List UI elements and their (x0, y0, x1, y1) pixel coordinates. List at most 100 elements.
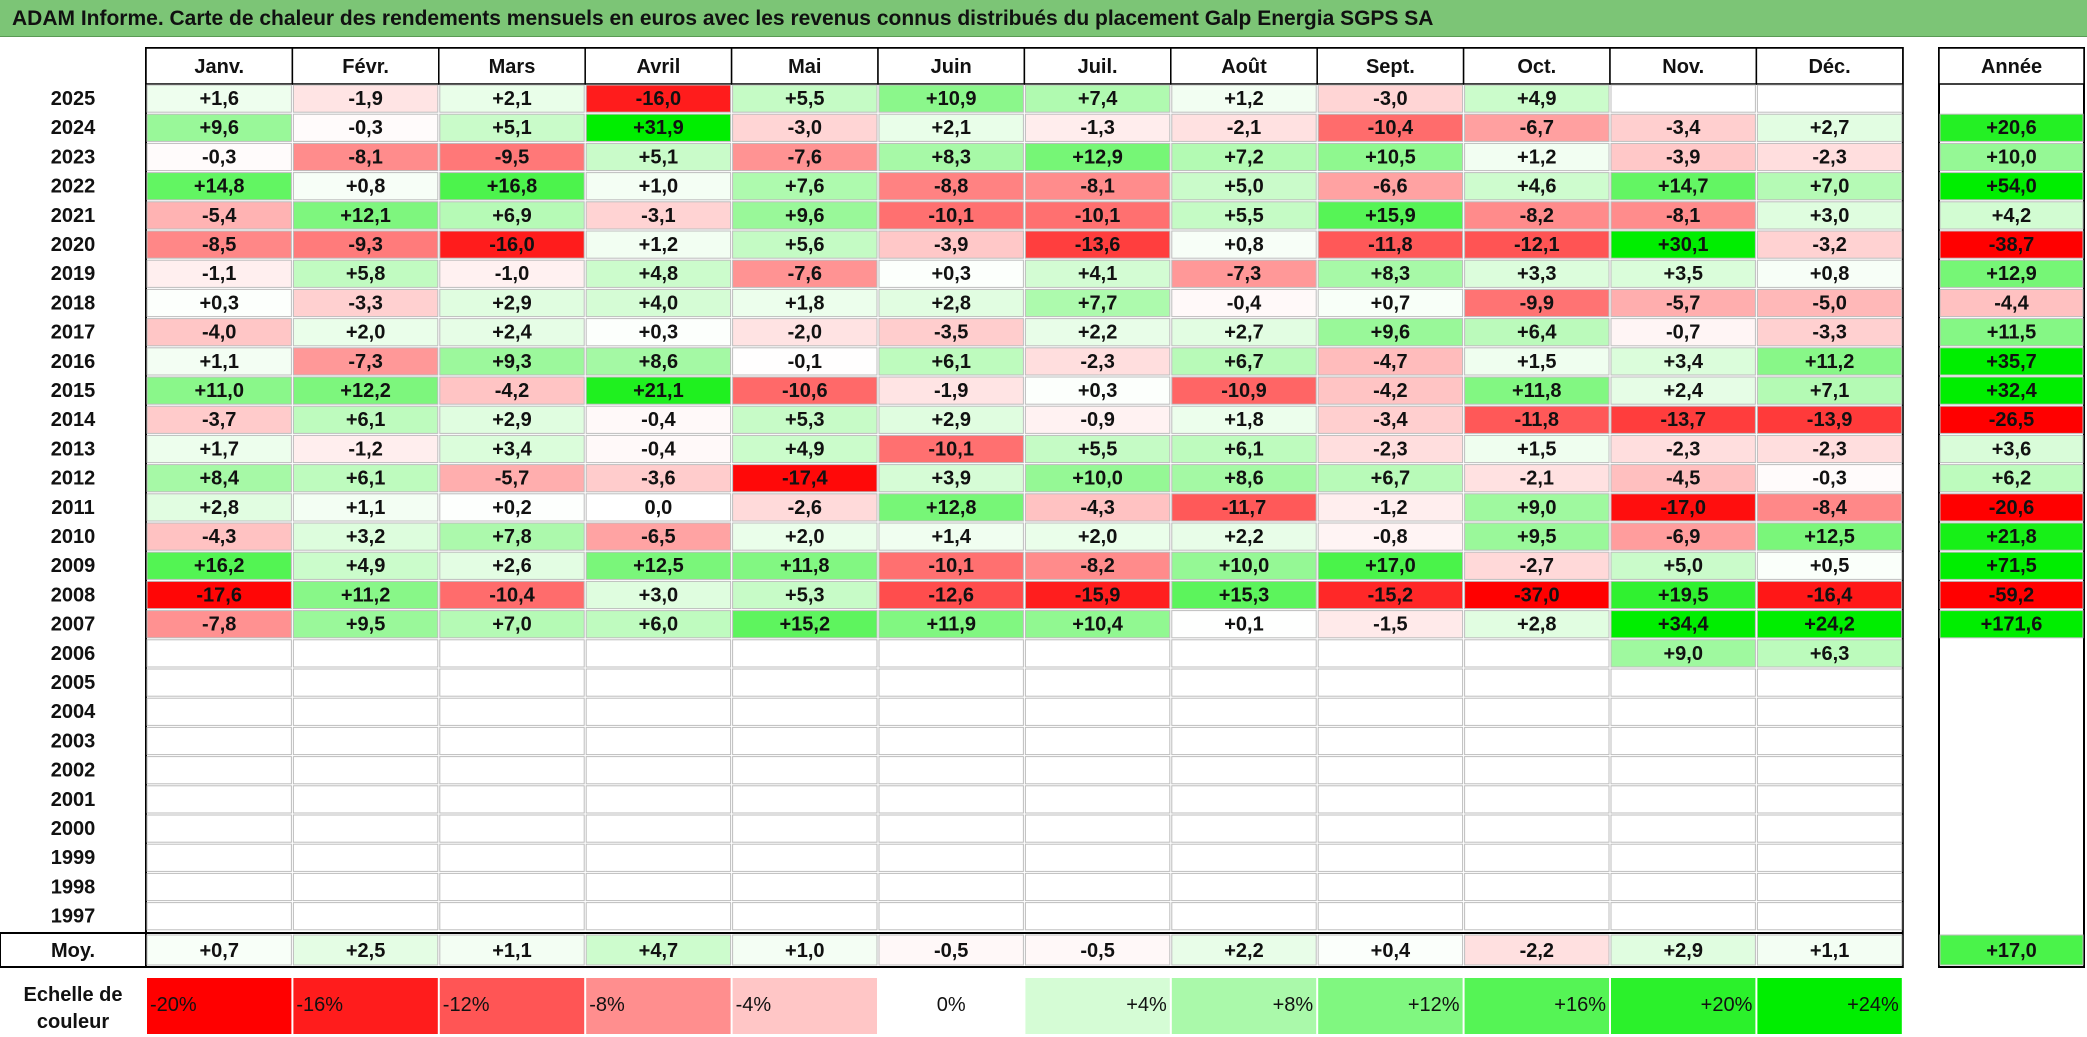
heatmap-cell-label: -0,9 (1080, 409, 1114, 431)
heatmap-cell-label: +5,1 (492, 117, 531, 139)
heatmap-cell (1171, 522, 1317, 551)
average-cell-label: -2,2 (1520, 940, 1554, 962)
heatmap-cell-label: +10,0 (1219, 555, 1270, 577)
heatmap-cell-label: +3,0 (639, 584, 678, 606)
year-label: 2022 (51, 176, 96, 198)
heatmap-cell-label: -3,1 (641, 205, 675, 227)
heatmap-cell (1756, 493, 1903, 522)
heatmap-cell (146, 172, 292, 201)
heatmap-cell-label: -8,2 (1520, 205, 1554, 227)
heatmap-cell (146, 84, 292, 113)
heatmap-cell-label: -9,9 (1520, 292, 1554, 314)
heatmap-cell (1610, 756, 1756, 785)
heatmap-cell (439, 814, 585, 843)
heatmap-cell-label: -8,8 (934, 176, 968, 198)
year-label: 2006 (51, 643, 96, 665)
month-header-cell (1609, 47, 1758, 85)
scale-swatch-label: -12% (443, 994, 490, 1016)
annual-cell (1939, 230, 2084, 259)
heatmap-cell (732, 902, 878, 931)
scale-swatch (1318, 978, 1463, 1034)
heatmap-cell-label: +3,0 (1810, 205, 1849, 227)
scale-swatch (1464, 978, 1609, 1034)
heatmap-cell (585, 464, 732, 493)
heatmap-cell (1610, 522, 1756, 551)
heatmap-cell (585, 376, 732, 405)
heatmap-cell-label: +12,9 (1072, 146, 1123, 168)
heatmap-cell-label: -7,3 (1227, 263, 1261, 285)
heatmap-cell (292, 376, 439, 405)
heatmap-cell (1171, 318, 1317, 347)
heatmap-cell-label: -3,7 (202, 409, 236, 431)
scale-swatch (879, 978, 1024, 1034)
heatmap-cell (1024, 288, 1171, 318)
heatmap-cell-label: -1,3 (1080, 117, 1114, 139)
annual-cell (1939, 580, 2084, 610)
heatmap-cell (1610, 142, 1756, 172)
heatmap-cell (146, 142, 292, 172)
heatmap-cell (1317, 230, 1464, 259)
heatmap-cell (1317, 872, 1464, 902)
annual-cell-label: -20,6 (1989, 497, 2035, 519)
month-header: Févr. (342, 56, 389, 78)
heatmap-cell (439, 493, 585, 522)
heatmap-cell (732, 230, 878, 259)
average-cell (732, 934, 878, 966)
heatmap-cell-label: -3,9 (934, 234, 968, 256)
annual-cell-label: +20,6 (1986, 117, 2037, 139)
heatmap-cell-label: -16,0 (636, 88, 682, 110)
heatmap-cell-label: +2,7 (1224, 322, 1263, 344)
heatmap-cell (878, 464, 1024, 493)
heatmap-cell (878, 259, 1024, 288)
average-cell (1317, 934, 1464, 966)
heatmap-cell-label: +9,5 (346, 614, 385, 636)
heatmap-cell (732, 610, 878, 639)
scale-swatch-label: +16% (1554, 994, 1606, 1016)
heatmap-cell-label: +3,9 (931, 468, 970, 490)
average-cell (292, 934, 439, 966)
heatmap-cell-label: +5,5 (1078, 438, 1117, 460)
heatmap-cell-label: -3,5 (934, 322, 968, 344)
month-header: Janv. (194, 56, 244, 78)
heatmap-cell (292, 464, 439, 493)
heatmap-cell (1171, 230, 1317, 259)
heatmap-cell (1171, 872, 1317, 902)
heatmap-cell (1464, 172, 1610, 201)
heatmap-cell-label: -5,7 (495, 468, 529, 490)
heatmap-cell (1756, 610, 1903, 639)
heatmap-cell-label: +2,8 (199, 497, 238, 519)
scale-swatch (1025, 978, 1170, 1034)
average-cell (1464, 934, 1610, 966)
heatmap-cell-label: -1,0 (495, 263, 529, 285)
heatmap-cell-label: -6,5 (641, 526, 675, 548)
heatmap-cell-label: -5,4 (202, 205, 237, 227)
heatmap-cell (1024, 668, 1171, 697)
heatmap-cell-label: -0,3 (202, 146, 236, 168)
heatmap-cell-label: +8,3 (931, 146, 970, 168)
year-label: 2011 (51, 497, 94, 519)
heatmap-cell-label: -2,3 (1080, 351, 1114, 373)
heatmap-cell (1317, 464, 1464, 493)
heatmap-cell-label: +15,3 (1219, 584, 1270, 606)
heatmap-cell-label: +6,0 (639, 614, 678, 636)
heatmap-cell-label: -8,1 (1080, 176, 1114, 198)
heatmap-cell-label: +6,1 (346, 409, 385, 431)
heatmap-cell (1756, 464, 1903, 493)
heatmap-cell (1171, 172, 1317, 201)
heatmap-cell (1171, 288, 1317, 318)
heatmap-cell (1464, 814, 1610, 843)
heatmap-cell (1317, 201, 1464, 230)
scale-swatch (732, 978, 877, 1034)
year-label: 2020 (51, 234, 96, 256)
heatmap-cell-label: +11,0 (194, 380, 244, 402)
heatmap-cell-label: +5,6 (785, 234, 824, 256)
annual-cell (1939, 376, 2084, 405)
heatmap-cell-label: +1,8 (785, 292, 824, 314)
average-cell-label: +2,2 (1224, 940, 1263, 962)
heatmap-cell (1464, 493, 1610, 522)
heatmap-cell-label: -2,3 (1666, 438, 1700, 460)
heatmap-cell-label: -0,1 (788, 351, 822, 373)
annual-cell-label: +11,5 (1987, 322, 2037, 344)
heatmap-cell (439, 756, 585, 785)
